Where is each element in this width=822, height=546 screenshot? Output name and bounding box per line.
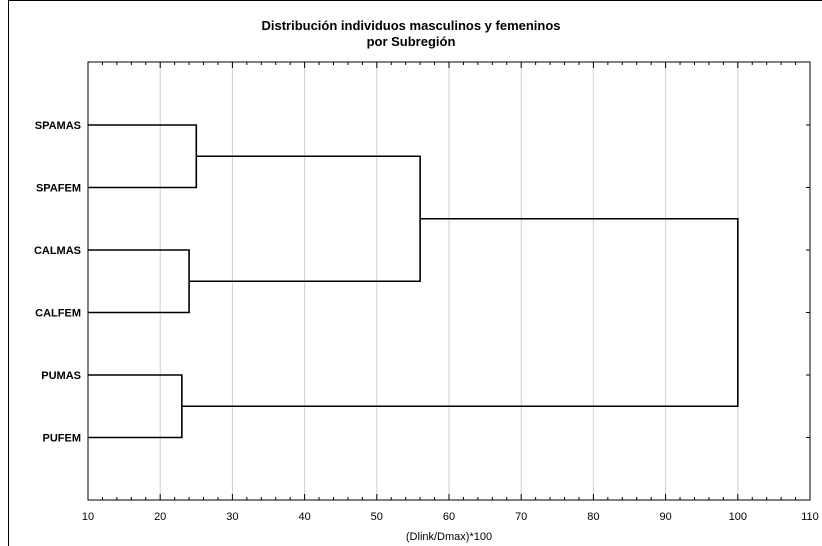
x-tick-label: 30 xyxy=(226,511,238,523)
leaf-label: PUFEM xyxy=(43,433,82,445)
leaf-label: PUMAS xyxy=(41,370,81,382)
x-tick-label: 10 xyxy=(82,511,94,523)
x-tick-label: 100 xyxy=(729,511,747,523)
leaf-label: CALMAS xyxy=(34,245,81,257)
chart-subtitle: por Subregión xyxy=(366,34,456,49)
chart-title: Distribución individuos masculinos y fem… xyxy=(261,18,561,33)
x-tick-label: 60 xyxy=(443,511,455,523)
x-tick-label: 40 xyxy=(298,511,310,523)
x-tick-label: 50 xyxy=(371,511,383,523)
x-tick-label: 110 xyxy=(801,511,819,523)
leaf-label: SPAFEM xyxy=(36,183,81,195)
dendrogram-link xyxy=(181,217,739,408)
x-tick-labels: 10 20 30 40 50 60 70 80 90 100 110 xyxy=(82,511,819,523)
leaf-labels: SPAMAS SPAFEM CALMAS CALFEM PUMAS PUFEM xyxy=(34,120,81,445)
x-tick-label: 90 xyxy=(659,511,671,523)
dendrogram-link xyxy=(88,249,190,314)
x-tick-label: 20 xyxy=(154,511,166,523)
chart-frame xyxy=(8,0,822,546)
x-axis-label: (Dlink/Dmax)*100 xyxy=(406,531,492,543)
leaf-label: SPAMAS xyxy=(35,120,81,132)
dendrogram-link xyxy=(88,374,183,439)
leaf-label: CALFEM xyxy=(35,308,81,320)
x-tick-label: 70 xyxy=(515,511,527,523)
dendrogram-link xyxy=(88,124,198,189)
x-tick-label: 80 xyxy=(587,511,599,523)
dendrogram-links xyxy=(88,124,739,439)
